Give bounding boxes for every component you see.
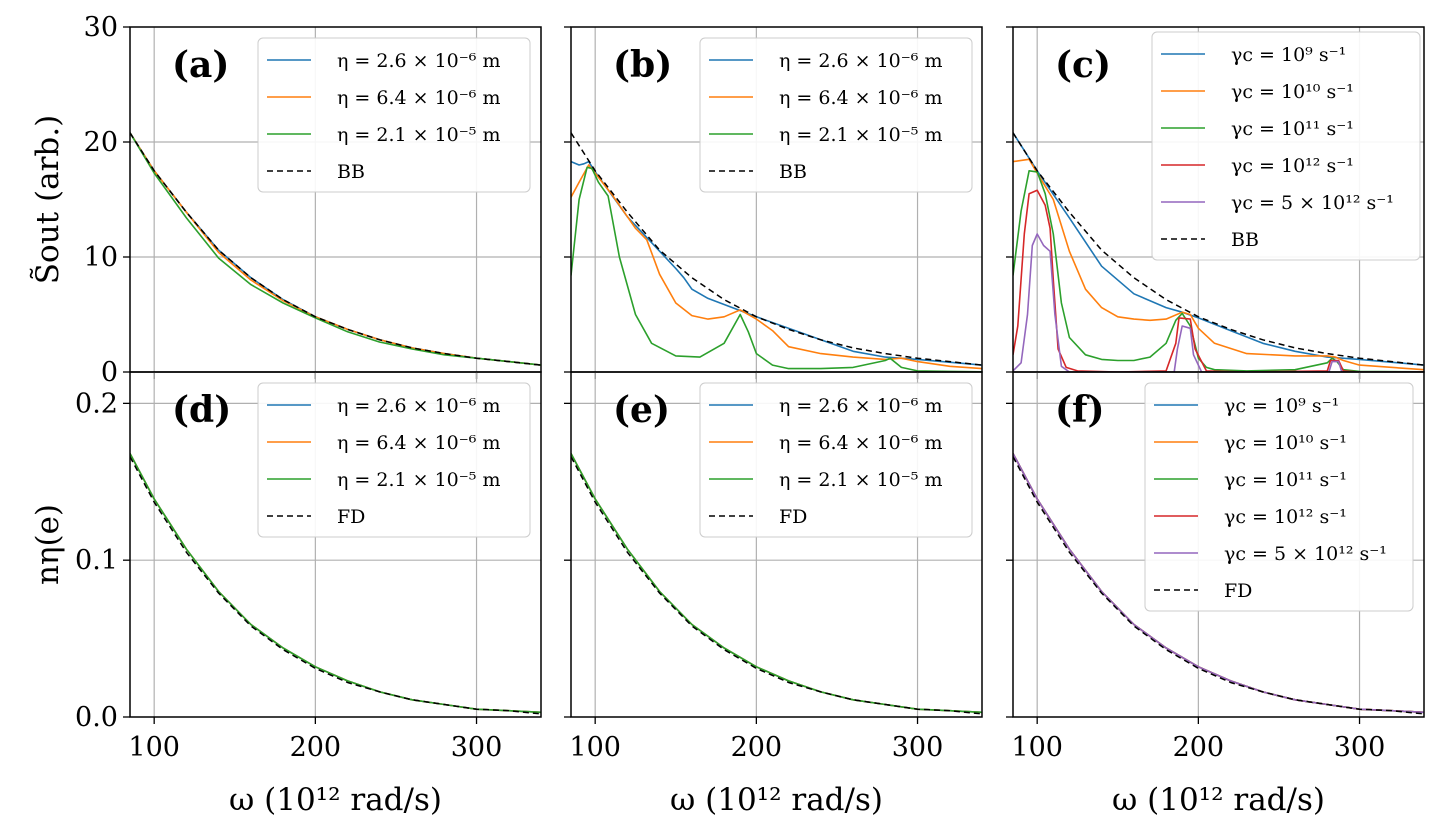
series-line-5 bbox=[1013, 456, 1424, 715]
legend-label-5: FD bbox=[1224, 580, 1252, 602]
legend-label-2: γc = 10¹¹ s⁻¹ bbox=[1224, 469, 1347, 491]
panel-label: (c) bbox=[1055, 44, 1111, 86]
panel-label: (a) bbox=[172, 44, 229, 86]
legend-label-0: γc = 10⁹ s⁻¹ bbox=[1231, 44, 1346, 66]
axes-frame bbox=[129, 371, 542, 718]
series-group bbox=[1013, 132, 1424, 372]
panel-label: (f) bbox=[1055, 389, 1105, 431]
series-line-2 bbox=[130, 453, 541, 714]
axes-frame bbox=[570, 371, 983, 718]
legend-label-3: γc = 10¹² s⁻¹ bbox=[1224, 506, 1347, 528]
legend-label-3: γc = 10¹² s⁻¹ bbox=[1231, 155, 1354, 177]
legend-label-1: γc = 10¹⁰ s⁻¹ bbox=[1231, 81, 1354, 103]
series-line-1 bbox=[571, 164, 982, 370]
x-tick-label: 100 bbox=[1011, 732, 1063, 763]
x-tick-label: 100 bbox=[128, 732, 180, 763]
series-line-4 bbox=[1013, 453, 1424, 714]
series-group bbox=[571, 453, 982, 715]
legend: η = 2.6 × 10⁻⁶ m η = 6.4 × 10⁻⁶ m η = 2.1 … bbox=[257, 382, 531, 538]
legend-label-4: γc = 5 × 10¹² s⁻¹ bbox=[1224, 543, 1387, 565]
legend: η = 2.6 × 10⁻⁶ m η = 6.4 × 10⁻⁶ m η = 2.1 … bbox=[699, 37, 973, 193]
legend-label-1: η = 6.4 × 10⁻⁶ m bbox=[779, 432, 942, 454]
legend: γc = 10⁹ s⁻¹ γc = 10¹⁰ s⁻¹ γc = 10¹¹ s⁻¹ γc… bbox=[1151, 31, 1421, 261]
legend-box bbox=[699, 37, 973, 193]
series-group bbox=[130, 453, 541, 715]
legend-label-1: η = 6.4 × 10⁻⁶ m bbox=[337, 432, 500, 454]
y-tick-label: 0.2 bbox=[75, 388, 118, 419]
legend: η = 2.6 × 10⁻⁶ m η = 6.4 × 10⁻⁶ m η = 2.1 … bbox=[257, 37, 531, 193]
legend-label-0: η = 2.6 × 10⁻⁶ m bbox=[337, 50, 500, 72]
legend-box bbox=[1144, 382, 1414, 612]
legend-label-0: η = 2.6 × 10⁻⁶ m bbox=[337, 395, 500, 417]
panel-label: (d) bbox=[172, 389, 231, 431]
panel-b: (b) η = 2.6 × 10⁻⁶ mη = 6.4 × 10⁻⁶ mη = 2… bbox=[564, 26, 983, 379]
x-tick-label: 300 bbox=[1334, 732, 1386, 763]
series-line-2 bbox=[571, 166, 982, 372]
series-line-5 bbox=[1013, 132, 1424, 366]
x-tick-label: 300 bbox=[451, 732, 503, 763]
panel-label: (b) bbox=[613, 44, 672, 86]
series-line-0 bbox=[571, 160, 982, 366]
x-tick-label: 200 bbox=[731, 732, 783, 763]
legend-label-1: η = 6.4 × 10⁻⁶ m bbox=[337, 87, 500, 109]
legend-box bbox=[257, 37, 531, 193]
y-axis-title: nη(e) bbox=[30, 504, 66, 585]
y-tick-label: 0 bbox=[101, 357, 118, 388]
legend-label-0: η = 2.6 × 10⁻⁶ m bbox=[779, 395, 942, 417]
legend-label-2: η = 2.1 × 10⁻⁵ m bbox=[337, 124, 500, 146]
series-line-3 bbox=[571, 132, 982, 366]
legend-label-0: γc = 10⁹ s⁻¹ bbox=[1224, 395, 1339, 417]
y-tick-label: 10 bbox=[84, 242, 118, 273]
legend-box bbox=[1151, 31, 1421, 261]
y-axis-title: S̃out (arb.) bbox=[29, 115, 66, 284]
legend-label-3: FD bbox=[779, 506, 807, 528]
series-group bbox=[571, 132, 982, 372]
legend-label-3: BB bbox=[337, 161, 365, 183]
legend-label-2: η = 2.1 × 10⁻⁵ m bbox=[779, 124, 942, 146]
legend-label-0: η = 2.6 × 10⁻⁶ m bbox=[779, 50, 942, 72]
panel-e: 100 200 300 ω (10¹² rad/s) (e) η = 2.6 × 10⁻⁶… bbox=[564, 371, 983, 818]
y-tick-label: 20 bbox=[84, 127, 118, 158]
x-tick-label: 300 bbox=[892, 732, 944, 763]
legend-label-5: BB bbox=[1231, 229, 1259, 251]
legend: η = 2.6 × 10⁻⁶ m η = 6.4 × 10⁻⁶ m η = 2.1 … bbox=[699, 382, 973, 538]
series-line-3 bbox=[571, 456, 982, 715]
x-tick-label: 100 bbox=[569, 732, 621, 763]
legend-label-2: η = 2.1 × 10⁻⁵ m bbox=[779, 469, 942, 491]
x-axis-title: ω (10¹² rad/s) bbox=[229, 782, 442, 818]
series-line-3 bbox=[1013, 189, 1424, 372]
panel-c: (c) γc = 10⁹ s⁻¹ γc = 10¹⁰ s⁻¹ γc = 10¹¹ s⁻… bbox=[1006, 26, 1425, 379]
legend-label-1: γc = 10¹⁰ s⁻¹ bbox=[1224, 432, 1347, 454]
y-tick-label: 0.0 bbox=[75, 702, 118, 733]
series-line-1 bbox=[1013, 158, 1424, 371]
series-line-3 bbox=[130, 456, 541, 715]
y-tick-label: 0.1 bbox=[75, 545, 118, 576]
series-group bbox=[130, 132, 541, 366]
legend-label-1: η = 6.4 × 10⁻⁶ m bbox=[779, 87, 942, 109]
legend-label-4: γc = 5 × 10¹² s⁻¹ bbox=[1231, 192, 1394, 214]
y-tick-label: 30 bbox=[84, 12, 118, 43]
x-axis-title: ω (10¹² rad/s) bbox=[670, 782, 883, 818]
legend-label-2: γc = 10¹¹ s⁻¹ bbox=[1231, 118, 1354, 140]
x-tick-label: 200 bbox=[290, 732, 342, 763]
series-line-2 bbox=[571, 453, 982, 714]
x-tick-label: 200 bbox=[1173, 732, 1225, 763]
series-line-3 bbox=[130, 132, 541, 366]
series-group bbox=[1013, 453, 1424, 715]
panel-d: 0.0 0.1 0.2 100 200 300 nη(e) ω (10¹² rad/s) (d)… bbox=[30, 371, 542, 818]
legend: γc = 10⁹ s⁻¹ γc = 10¹⁰ s⁻¹ γc = 10¹¹ s⁻¹ γc… bbox=[1144, 382, 1414, 612]
panel-label: (e) bbox=[613, 389, 670, 431]
x-axis-title: ω (10¹² rad/s) bbox=[1112, 782, 1325, 818]
legend-label-3: FD bbox=[337, 506, 365, 528]
axes-frame bbox=[1012, 371, 1425, 718]
legend-box bbox=[699, 382, 973, 538]
legend-label-3: BB bbox=[779, 161, 807, 183]
series-line-2 bbox=[130, 132, 541, 366]
series-line-4 bbox=[1013, 233, 1424, 372]
legend-label-2: η = 2.1 × 10⁻⁵ m bbox=[337, 469, 500, 491]
legend-box bbox=[257, 382, 531, 538]
